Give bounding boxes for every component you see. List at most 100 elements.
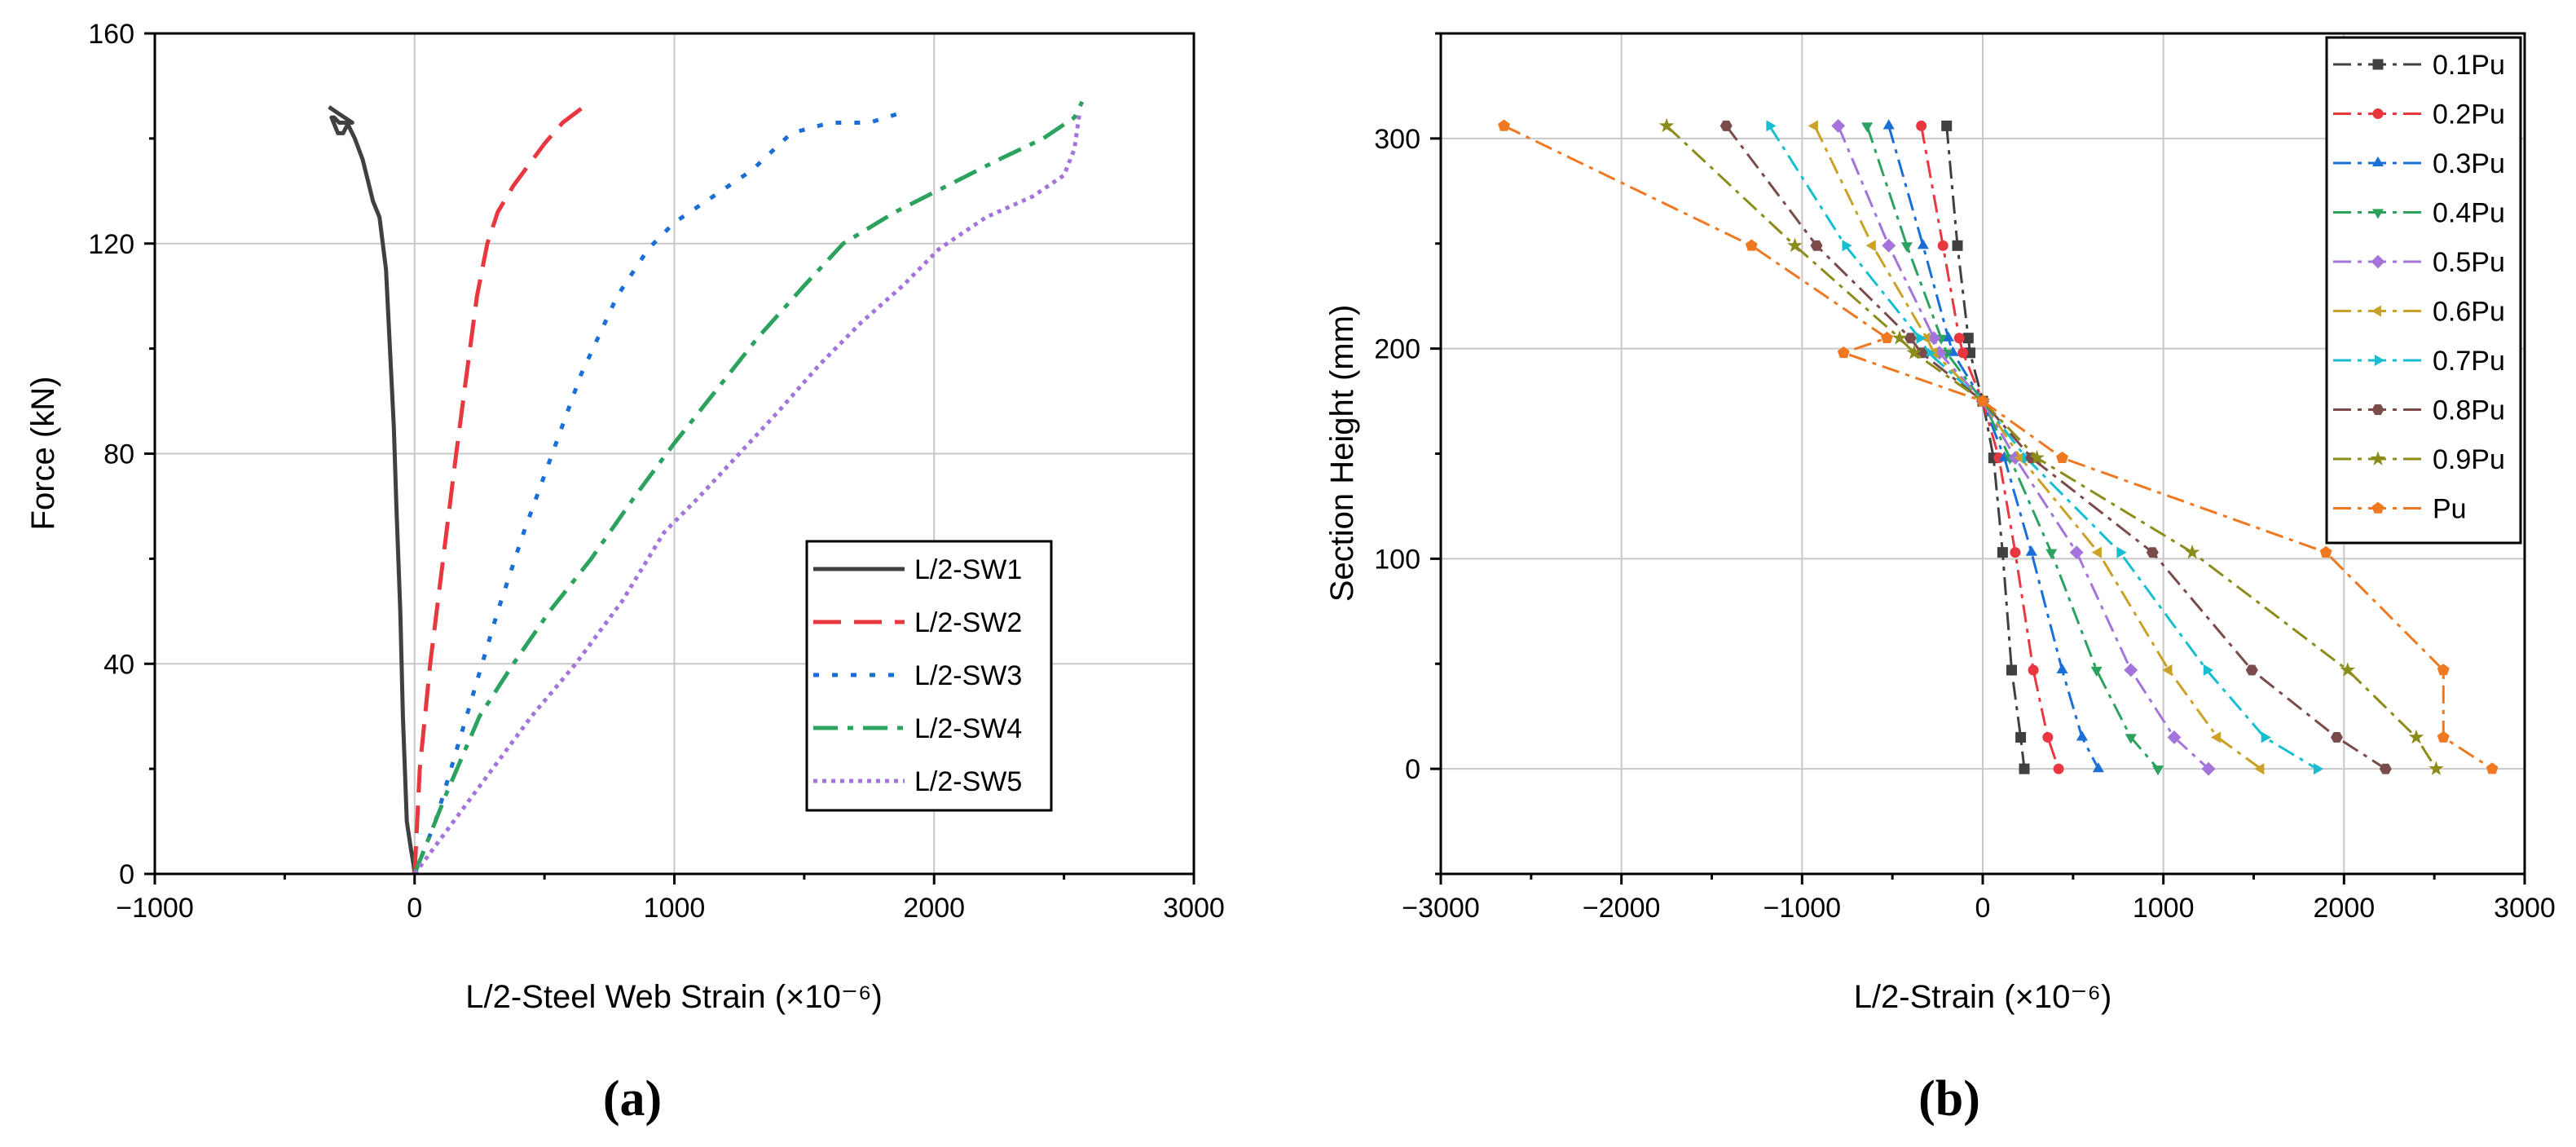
chart-b-data-point xyxy=(1861,122,1874,133)
chart-b-data-point xyxy=(2201,761,2216,776)
chart-b-legend-marker xyxy=(2371,254,2385,269)
chart-b-data-point xyxy=(1916,120,1927,131)
chart-b-data-point xyxy=(2092,762,2104,773)
chart-a-x-tick-label: −1000 xyxy=(116,893,194,924)
chart-b-data-point xyxy=(2056,663,2068,673)
chart-b-legend-label: 0.7Pu xyxy=(2433,346,2505,377)
chart-b-series-Pu xyxy=(1498,119,2499,774)
chart-b-legend-label: 0.5Pu xyxy=(2433,247,2505,278)
chart-a-y-axis-label: Force (kN) xyxy=(25,377,61,531)
chart-b-data-point xyxy=(1906,345,1922,360)
chart-b-data-point xyxy=(2340,662,2355,677)
chart-a-series-line xyxy=(412,105,585,875)
chart-b-series-line xyxy=(1768,125,2318,770)
chart-a-panel-label: (a) xyxy=(603,1071,662,1127)
chart-b-x-tick-label: −3000 xyxy=(1402,893,1480,924)
chart-a-series-L/2-SW1 xyxy=(328,105,417,875)
chart-a-x-tick-label: 0 xyxy=(407,893,422,924)
chart-b-x-tick-label: −1000 xyxy=(1764,893,1842,924)
chart-b-panel-label: (b) xyxy=(1918,1071,1980,1127)
chart-b-data-point xyxy=(2019,763,2030,774)
chart-a-legend-label: L/2-SW2 xyxy=(914,607,1022,638)
chart-b-series-0.2Pu xyxy=(1916,120,2064,774)
chart-b-data-point xyxy=(1831,119,1846,133)
chart-b-x-tick-label: 3000 xyxy=(2494,893,2556,924)
chart-b-legend-marker xyxy=(2372,108,2384,119)
chart-b-data-point xyxy=(2152,765,2164,776)
chart-b-data-point xyxy=(2254,763,2265,775)
chart-b-data-point xyxy=(2069,545,2084,560)
chart-b-data-point xyxy=(1997,547,2008,558)
chart-a-series-L/2-SW5 xyxy=(412,112,1082,876)
chart-b-series-line xyxy=(1503,125,2493,770)
chart-b-series-line xyxy=(1725,125,2387,770)
chart-b-legend-label: 0.9Pu xyxy=(2433,444,2505,475)
chart-a-series-L/2-SW2 xyxy=(412,105,585,875)
chart-a-y-tick-label: 80 xyxy=(103,439,134,470)
chart-b-y-tick-label: 100 xyxy=(1374,544,1420,575)
chart-b-data-point xyxy=(2028,664,2039,676)
chart-a-x-tick-label: 3000 xyxy=(1163,893,1225,924)
chart-b-series-0.1Pu xyxy=(1941,120,2030,774)
chart-b-data-point xyxy=(1904,333,1917,344)
chart-b-data-point xyxy=(1882,238,1896,253)
chart-b-data-point xyxy=(1865,240,1876,252)
chart-b-data-point xyxy=(2116,546,2127,558)
chart-b-data-point xyxy=(1720,120,1733,131)
chart-b-data-point xyxy=(2184,544,2200,559)
chart-a-legend: L/2-SW1 L/2-SW2 L/2-SW3 L/2-SW4 L/2-SW5 xyxy=(805,540,1053,812)
chart-b-series-0.3Pu xyxy=(1882,119,2104,773)
chart-a-series-line xyxy=(328,105,417,875)
chart-b-legend-marker xyxy=(2372,59,2384,70)
chart-b-data-point xyxy=(2076,730,2088,741)
chart-b-data-point xyxy=(2042,731,2054,743)
chart-b-data-point xyxy=(2053,763,2064,774)
chart-b-y-tick-label: 200 xyxy=(1374,334,1420,365)
chart-b-data-point xyxy=(2486,762,2499,774)
chart-b-series-line xyxy=(1920,126,2060,770)
chart-b-data-point xyxy=(1937,240,1949,251)
chart-a-series xyxy=(328,100,1085,876)
chart-b-data-point xyxy=(1891,330,1908,345)
chart-b-data-point xyxy=(2015,732,2027,743)
chart-b-data-point xyxy=(1917,239,1929,249)
chart-b-series-line xyxy=(1666,125,2437,770)
chart-b-data-point xyxy=(2146,547,2159,558)
chart-b-data-point xyxy=(2408,729,2424,744)
chart-b-series-0.4Pu xyxy=(1861,122,2164,776)
chart-a-x-tick-label: 1000 xyxy=(644,893,706,924)
chart-b-data-point xyxy=(2025,545,2037,556)
chart-b-legend-marker xyxy=(2371,501,2384,514)
chart-b-data-point xyxy=(1976,395,1989,407)
chart-b-x-tick-label: 0 xyxy=(1975,893,1991,924)
chart-b-series-line xyxy=(1865,125,2160,770)
chart-b-data-point xyxy=(1947,346,1959,356)
chart-b-data-point xyxy=(1810,240,1823,251)
chart-b-ticks: −3000 −2000 −1000 0 1000 2000 3000 0 100 200 300 xyxy=(1374,32,2556,924)
chart-b-data-point xyxy=(2124,663,2138,677)
chart-b-data-point xyxy=(2379,763,2392,774)
chart-b-data-point xyxy=(1962,333,1974,344)
chart-a-y-tick-label: 160 xyxy=(88,19,134,50)
chart-b-legend-marker xyxy=(2371,404,2384,415)
chart-a-y-tick-label: 40 xyxy=(103,649,134,680)
chart-b-data-point xyxy=(1837,346,1850,359)
chart-b-data-point xyxy=(2245,664,2258,676)
chart-b-legend-marker xyxy=(2374,355,2385,366)
chart-b-data-point xyxy=(1953,333,1965,344)
chart-b: −3000 −2000 −1000 0 1000 2000 3000 0 100 200 300 L… xyxy=(1324,32,2556,1127)
chart-b-data-point xyxy=(2319,545,2332,558)
chart-b-legend-label: 0.8Pu xyxy=(2433,395,2505,426)
chart-a-series-line xyxy=(412,110,904,875)
chart-b-data-point xyxy=(1942,331,1954,342)
chart-b-data-point xyxy=(1900,242,1913,253)
chart-b-series-0.6Pu xyxy=(1808,120,2265,775)
chart-b-data-point xyxy=(2029,449,2045,465)
chart-a-legend-box xyxy=(805,540,1053,812)
chart-b-data-point xyxy=(2437,730,2450,743)
chart-b-series-line xyxy=(1837,125,2210,770)
chart-a-legend-label: L/2-SW4 xyxy=(914,713,1022,744)
chart-b-data-point xyxy=(2428,761,2444,775)
